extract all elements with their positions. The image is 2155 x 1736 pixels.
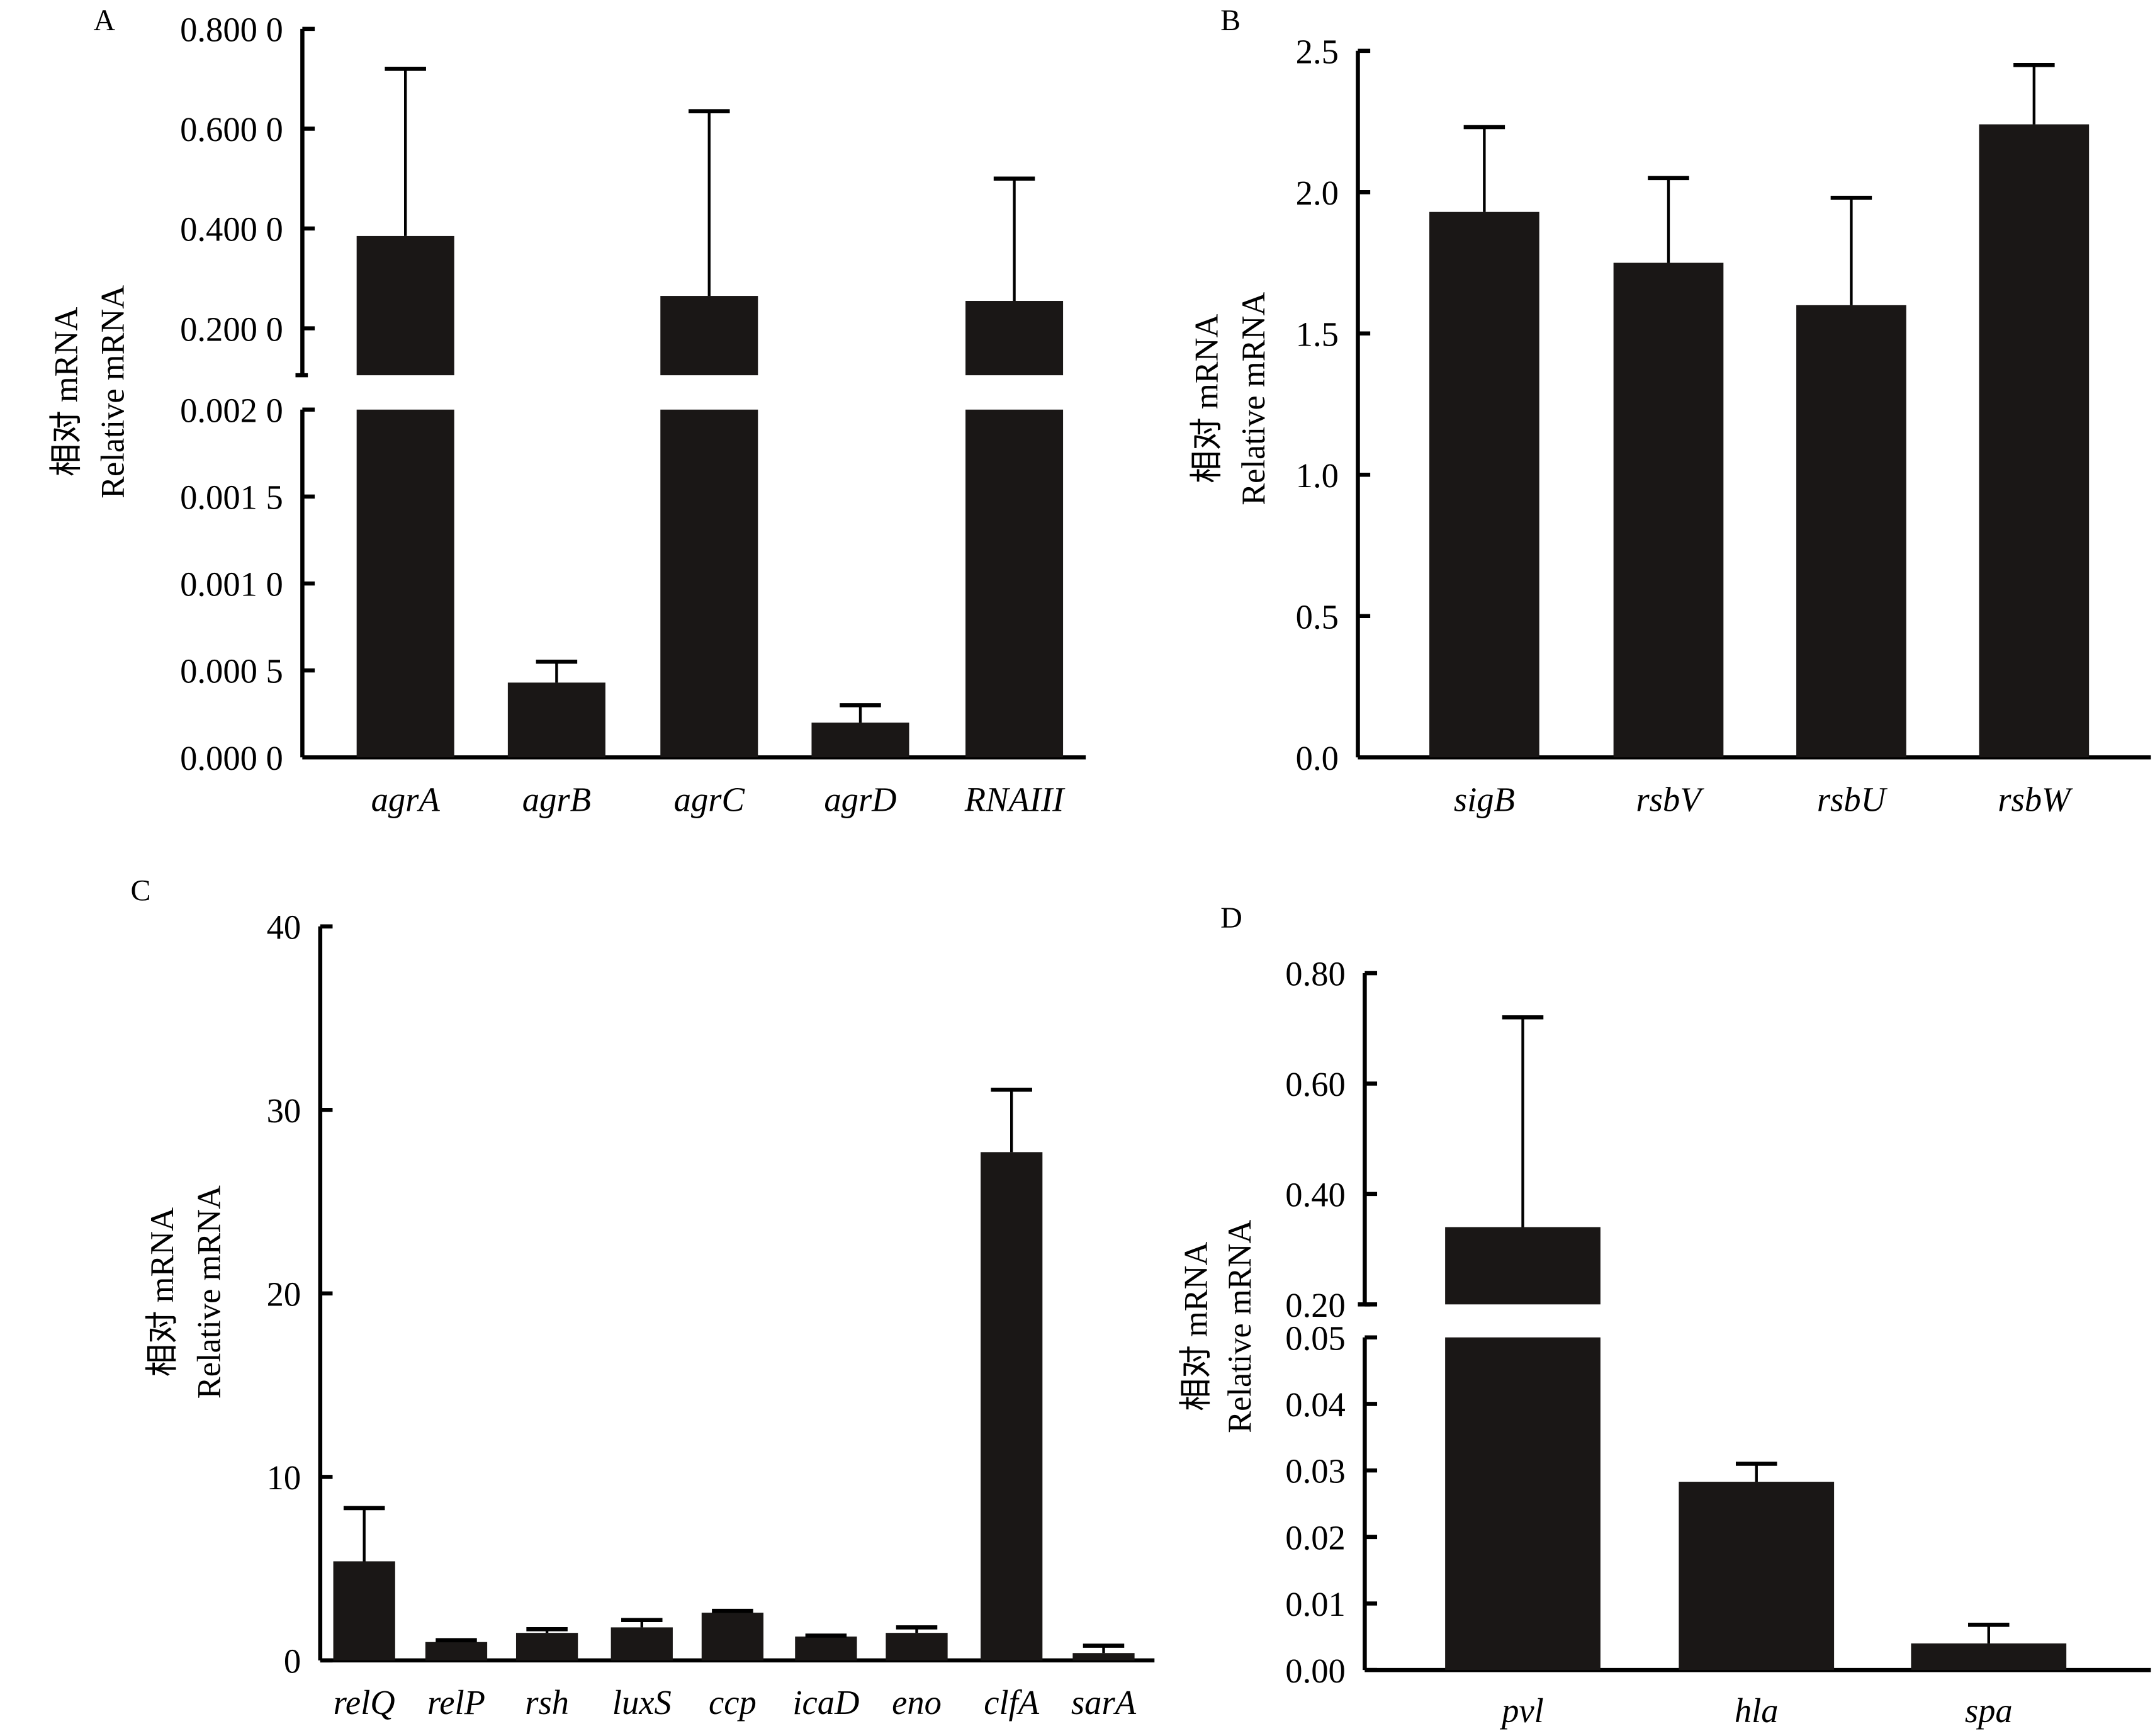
bar-rsbU: [1796, 305, 1906, 758]
bar-sarA: [1072, 1653, 1135, 1660]
bar-pvl-upper: [1445, 1227, 1601, 1305]
y-tick-label: 0: [284, 1642, 301, 1681]
x-tick-label-rsbW: rsbW: [1998, 780, 2073, 818]
y-tick-label: 2.0: [1296, 174, 1339, 212]
y-axis-label-en: Relative mRNA: [1222, 1220, 1258, 1433]
x-tick-label-agrB: agrB: [522, 780, 591, 818]
y-tick-label: 0.20: [1285, 1286, 1346, 1324]
x-tick-label-relQ: relQ: [334, 1683, 395, 1722]
y-axis-label-en: Relative mRNA: [1235, 292, 1272, 505]
x-tick-label-rsbU: rsbU: [1817, 780, 1888, 818]
x-tick-label-hla: hla: [1735, 1691, 1779, 1730]
y-tick-label: 0.01: [1285, 1585, 1346, 1623]
y-tick-label: 0.000 0: [180, 739, 283, 777]
y-tick-label: 0.05: [1285, 1319, 1346, 1357]
x-tick-label-agrD: agrD: [824, 780, 896, 818]
y-tick-label: 0.800 0: [180, 11, 283, 49]
x-tick-label-agrA: agrA: [371, 780, 441, 818]
y-axis-label-cn: 相对 mRNA: [1189, 313, 1225, 483]
x-tick-label-luxS: luxS: [612, 1683, 672, 1722]
y-tick-label: 0.03: [1285, 1452, 1346, 1491]
y-tick-label: 0.001 5: [180, 478, 283, 517]
y-tick-label: 20: [267, 1275, 301, 1314]
y-tick-label: 0.000 5: [180, 652, 283, 690]
bar-rsbW: [1979, 124, 2090, 758]
panel-d: D 相对 mRNA Relative mRNA 0.00 0.01 0.02 0.03 0.0…: [1178, 901, 2151, 1730]
bar-RNAIII-lower: [965, 409, 1064, 758]
y-tick-label: 0.001 0: [180, 565, 283, 604]
x-tick-label-agrC: agrC: [674, 780, 745, 818]
x-tick-label-rsh: rsh: [525, 1683, 569, 1722]
y-axis-label-cn: 相对 mRNA: [48, 307, 84, 476]
panel-a: A 相对 mRNA Relative mRNA 0.000 0 0.000 5 0.001…: [48, 4, 1086, 818]
y-tick-label: 0.400 0: [180, 210, 283, 249]
y-axis-label-cn: 相对 mRNA: [144, 1207, 181, 1377]
x-tick-label-eno: eno: [892, 1683, 942, 1722]
bar-agrB: [507, 682, 605, 758]
y-tick-label: 30: [267, 1091, 301, 1130]
y-tick-label: 2.5: [1296, 32, 1339, 70]
bar-RNAIII-upper: [965, 301, 1064, 376]
y-tick-label: 10: [267, 1458, 301, 1497]
x-tick-label-pvl: pvl: [1499, 1691, 1544, 1730]
panel-label: B: [1220, 4, 1241, 37]
bar-icaD: [795, 1636, 857, 1660]
y-tick-label: 0.0: [1296, 739, 1339, 777]
bar-relQ: [333, 1561, 395, 1660]
panel-label: C: [130, 874, 150, 907]
bar-luxS: [610, 1627, 673, 1660]
bar-eno: [886, 1633, 948, 1660]
y-tick-label: 1.5: [1296, 315, 1339, 353]
bar-spa: [1911, 1643, 2067, 1671]
panel-c: C 相对 mRNA Relative mRNA 0 10 20 30 40 relQ relP rs…: [130, 874, 1155, 1722]
y-tick-label: 1.0: [1296, 456, 1339, 495]
bar-agrA-upper: [356, 235, 454, 376]
y-axis-label-cn: 相对 mRNA: [1178, 1241, 1214, 1411]
panel-b: B 相对 mRNA Relative mRNA 0.0 0.5 1.0 1.5 2.0 2.5 s…: [1189, 4, 2151, 818]
panel-label: D: [1220, 901, 1242, 935]
bar-agrC-lower: [660, 409, 758, 758]
bar-rsbV: [1613, 262, 1724, 758]
bar-sigB: [1429, 211, 1539, 758]
y-tick-label: 0.200 0: [180, 310, 283, 348]
y-tick-label: 0.002 0: [180, 391, 283, 429]
y-tick-label: 0.00: [1285, 1652, 1346, 1690]
x-tick-label-relP: relP: [427, 1683, 485, 1722]
bar-agrA-lower: [356, 409, 454, 758]
y-axis-label-en: Relative mRNA: [191, 1185, 227, 1399]
y-tick-label: 0.80: [1285, 955, 1346, 993]
x-tick-label-spa: spa: [1965, 1691, 2013, 1730]
bar-agrC-upper: [660, 296, 758, 376]
bar-pvl-lower: [1445, 1337, 1601, 1671]
y-tick-label: 0.04: [1285, 1385, 1346, 1424]
y-tick-label: 0.60: [1285, 1065, 1346, 1103]
bar-rsh: [515, 1633, 578, 1660]
y-tick-label: 0.40: [1285, 1176, 1346, 1214]
x-tick-label-icaD: icaD: [792, 1683, 859, 1722]
y-axis-label-en: Relative mRNA: [95, 285, 132, 499]
y-tick-label: 0.600 0: [180, 110, 283, 149]
x-tick-label-RNAIII: RNAIII: [964, 780, 1066, 818]
bar-ccp: [701, 1613, 764, 1660]
panel-label: A: [93, 4, 115, 37]
bar-relP: [425, 1642, 488, 1660]
x-tick-label-rsbV: rsbV: [1636, 780, 1704, 818]
y-tick-label: 0.5: [1296, 597, 1339, 636]
bar-agrD: [811, 722, 909, 758]
x-tick-label-sigB: sigB: [1454, 780, 1515, 818]
y-tick-label: 0.02: [1285, 1518, 1346, 1557]
x-tick-label-ccp: ccp: [709, 1683, 757, 1722]
y-tick-label: 40: [267, 908, 301, 946]
x-tick-label-sarA: sarA: [1071, 1683, 1137, 1722]
bar-hla: [1679, 1482, 1835, 1671]
bar-clfA: [981, 1152, 1043, 1660]
x-tick-label-clfA: clfA: [984, 1683, 1040, 1722]
